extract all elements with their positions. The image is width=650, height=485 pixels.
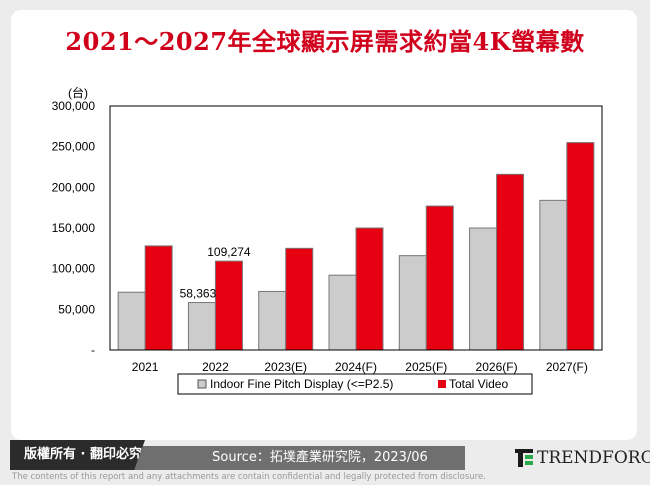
plot-area-frame — [109, 105, 603, 351]
x-tick-label: 2021 — [132, 360, 159, 374]
x-tick-label: 2023(E) — [264, 360, 307, 374]
bar-total-video — [425, 205, 454, 351]
x-tick-label: 2022 — [202, 360, 229, 374]
y-tick-label: 100,000 — [52, 262, 96, 276]
bar-total-video — [285, 247, 314, 351]
data-label: 58,363 — [180, 287, 217, 301]
y-tick-label: 300,000 — [52, 99, 96, 113]
slide-card — [11, 10, 637, 440]
x-tick-label: 2025(F) — [405, 360, 447, 374]
bar-total-video — [566, 142, 595, 351]
bar-total-video — [355, 227, 384, 351]
y-tick-label: 250,000 — [52, 140, 96, 154]
legend-swatch-indoor — [197, 379, 207, 389]
bar-indoor-fine-pitch — [328, 274, 357, 351]
y-tick-label: - — [91, 343, 95, 357]
bar-indoor-fine-pitch — [187, 302, 216, 351]
y-tick-label: 150,000 — [52, 221, 96, 235]
legend-box — [177, 373, 533, 395]
bar-total-video — [214, 260, 243, 351]
y-tick-label: 50,000 — [58, 302, 95, 316]
bar-indoor-fine-pitch — [539, 199, 568, 351]
copyright-notice: 版權所有 · 翻印必究 — [10, 440, 145, 470]
bar-indoor-fine-pitch — [258, 290, 287, 351]
bar-total-video — [144, 245, 173, 351]
data-label: 109,274 — [207, 245, 251, 259]
legend-label: Indoor Fine Pitch Display (<=P2.5) — [210, 377, 393, 391]
bar-indoor-fine-pitch — [469, 227, 498, 351]
y-tick-label: 200,000 — [52, 180, 96, 194]
trendforce-logo-icon — [515, 449, 533, 467]
y-axis-unit: (台) — [68, 85, 88, 100]
legend-label: Total Video — [449, 377, 508, 391]
trendforce-logo: TRENDFORCE — [515, 446, 650, 470]
bar-indoor-fine-pitch — [398, 255, 427, 351]
page-title: 2021～2027年全球顯示屏需求約當4K螢幕數 — [65, 27, 585, 56]
x-tick-label: 2027(F) — [546, 360, 588, 374]
logo-text: TRENDFORCE — [537, 448, 650, 468]
x-tick-label: 2026(F) — [476, 360, 518, 374]
disclaimer: The contents of this report and any atta… — [12, 472, 486, 482]
source-text: Source：拓墣產業研究院，2023/06 — [212, 450, 428, 465]
bar-indoor-fine-pitch — [117, 291, 146, 351]
legend-swatch-total — [438, 380, 446, 388]
bar-total-video — [496, 173, 525, 351]
x-tick-label: 2024(F) — [335, 360, 377, 374]
